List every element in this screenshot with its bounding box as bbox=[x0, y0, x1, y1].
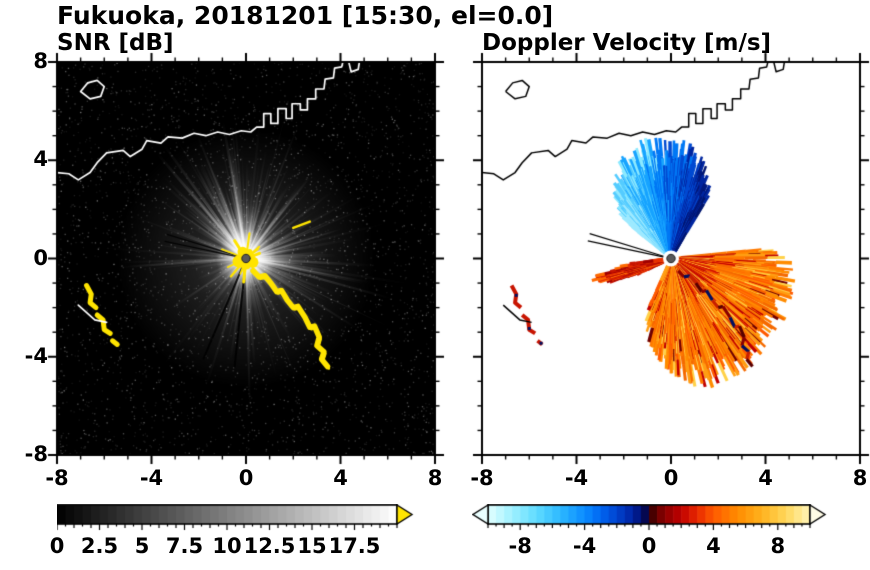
colorbar-tick-label: 7.5 bbox=[165, 534, 204, 558]
x-axis-tick-label: -4 bbox=[139, 466, 164, 490]
y-axis-tick-label: 0 bbox=[33, 245, 48, 270]
colorbar-tick-label: -8 bbox=[508, 534, 532, 558]
x-axis-tick-label: -8 bbox=[470, 466, 494, 490]
figure-title: Fukuoka, 20181201 [15:30, el=0.0] bbox=[57, 1, 554, 30]
x-axis-tick-label: 4 bbox=[333, 466, 348, 490]
colorbar-tick-label: 10 bbox=[212, 534, 242, 558]
y-axis-tick-label: 4 bbox=[33, 147, 48, 172]
colorbar-tick-label: 5 bbox=[134, 534, 150, 558]
x-axis-tick-label: 8 bbox=[427, 466, 443, 490]
colorbar-tick-label: 15 bbox=[297, 534, 327, 558]
velocity-colorbar bbox=[472, 504, 828, 534]
doppler-velocity-ppi-plot bbox=[469, 49, 870, 468]
colorbar-tick-label: 4 bbox=[706, 534, 721, 558]
colorbar-tick-label: 2.5 bbox=[80, 534, 119, 558]
colorbar-tick-label: 0 bbox=[641, 534, 657, 558]
y-axis-tick-label: -8 bbox=[24, 442, 48, 466]
colorbar-tick-label: 17.5 bbox=[328, 534, 381, 558]
y-axis-tick-label: 8 bbox=[33, 49, 48, 73]
y-axis-tick-label: -4 bbox=[24, 343, 48, 368]
x-axis-tick-label: 8 bbox=[852, 466, 868, 490]
x-axis-tick-label: 4 bbox=[758, 466, 773, 490]
colorbar-tick-label: 12.5 bbox=[243, 534, 296, 558]
x-axis-tick-label: -4 bbox=[564, 466, 589, 490]
snr-colorbar bbox=[57, 504, 419, 534]
x-axis-tick-label: 0 bbox=[663, 466, 679, 490]
snr-ppi-plot bbox=[44, 49, 448, 468]
x-axis-tick-label: -8 bbox=[45, 466, 69, 490]
x-axis-tick-label: 0 bbox=[238, 466, 254, 490]
colorbar-tick-label: 0 bbox=[49, 534, 65, 558]
colorbar-tick-label: 8 bbox=[770, 534, 786, 558]
colorbar-tick-label: -4 bbox=[572, 534, 597, 558]
